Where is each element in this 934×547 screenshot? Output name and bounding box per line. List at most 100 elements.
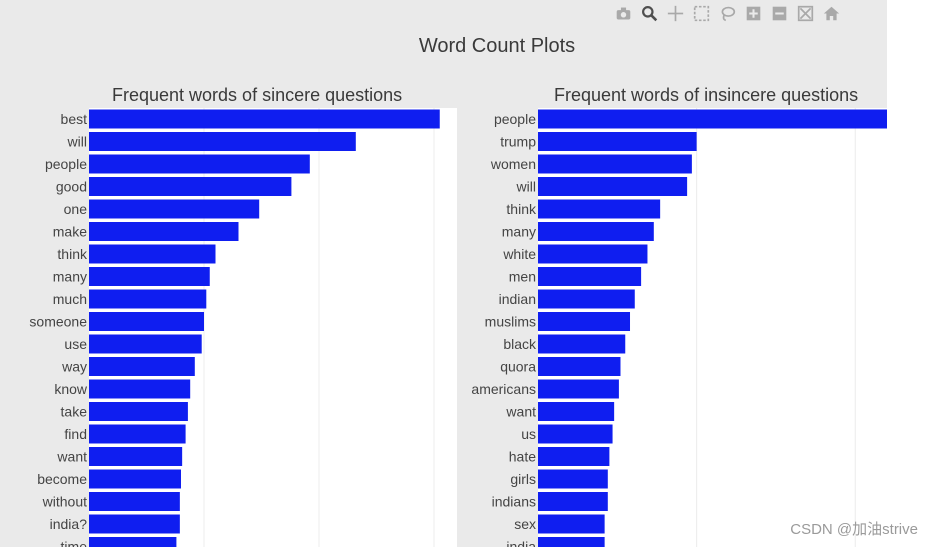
category-label: best [61,111,88,127]
plot-area: best will people good one make think many much so… [0,0,887,547]
bar-black[interactable] [538,334,626,354]
toolbar-pan-button[interactable] [664,2,686,24]
category-label: take [61,404,88,420]
bar-find[interactable] [89,424,186,444]
pan-icon [667,5,683,21]
bar-india[interactable] [538,537,605,547]
category-label: good [56,179,87,195]
bar-muslims[interactable] [538,312,631,331]
category-label: indians [492,494,536,510]
home-icon [823,6,839,20]
bar-want[interactable] [89,447,183,466]
category-label: someone [29,314,87,330]
category-label: hate [509,449,536,465]
category-label: many [502,224,536,240]
bar-people[interactable] [89,154,310,174]
bar-will[interactable] [538,177,688,196]
bar-girls[interactable] [538,469,608,489]
bar-will[interactable] [89,132,356,151]
bar-quora[interactable] [538,357,621,376]
figure-title: Word Count Plots [418,35,576,57]
bar-time[interactable] [89,537,177,547]
category-label: think [506,201,537,217]
category-label: know [54,381,88,397]
chart-canvas: best will people good one make think many much so… [29,108,887,547]
category-label: without [42,494,87,510]
category-label: one [64,201,88,217]
box-select-icon [693,5,709,21]
bar-someone[interactable] [89,312,204,331]
bar-good[interactable] [89,177,292,196]
bar-best[interactable] [89,109,440,129]
category-label: use [64,336,87,352]
category-label: will [516,179,536,195]
bar-indian[interactable] [538,289,635,309]
category-label: want [56,449,87,465]
toolbar-zoom-button[interactable] [638,2,660,24]
category-label: think [57,246,88,262]
category-label: want [505,404,536,420]
category-label: indian [499,291,536,307]
bar-sex[interactable] [538,514,605,534]
bar-way[interactable] [89,357,195,376]
bar-take[interactable] [89,402,188,421]
bar-americans[interactable] [538,379,619,399]
bar-become[interactable] [89,469,181,489]
category-label: sex [514,516,536,532]
bar-know[interactable] [89,379,191,399]
bar-make[interactable] [89,222,239,241]
category-label: quora [500,359,536,375]
toolbar-camera-button[interactable] [612,2,634,24]
bar-people[interactable] [538,109,887,129]
bar-use[interactable] [89,334,202,354]
category-label: india? [50,516,88,532]
bar-india[interactable] [89,514,180,534]
bar-many[interactable] [89,267,210,286]
toolbar-reset-button[interactable] [820,2,842,24]
category-label: women [490,156,536,172]
toolbar-lasso-button[interactable] [716,2,738,24]
toolbar-box-select-button[interactable] [690,2,712,24]
bar-think[interactable] [538,199,661,219]
subplot-title-sincere: Frequent words of sincere questions [112,85,403,105]
category-label: white [502,246,536,262]
bar-trump[interactable] [538,132,697,151]
category-label: make [53,224,87,240]
category-label: americans [471,381,536,397]
bar-much[interactable] [89,289,207,309]
category-label: us [521,426,536,442]
bar-without[interactable] [89,492,180,511]
modebar [612,2,842,24]
bar-hate[interactable] [538,447,610,466]
toolbar-zoom-in-button[interactable] [742,2,764,24]
category-label: will [67,134,87,150]
category-label: become [37,471,87,487]
subplot-1: people trump women will think many white men ind… [471,108,887,547]
category-label: men [509,269,536,285]
toolbar-autoscale-button[interactable] [794,2,816,24]
bar-us[interactable] [538,424,613,444]
category-label: trump [500,134,536,150]
toolbar-zoom-out-button[interactable] [768,2,790,24]
bar-white[interactable] [538,244,648,264]
category-label: way [61,359,87,375]
autoscale-icon [797,5,813,21]
category-label: find [64,426,87,442]
watermark: CSDN @加油strive [790,521,918,538]
bar-indians[interactable] [538,492,608,511]
bar-think[interactable] [89,244,216,264]
category-label: much [53,291,87,307]
bar-one[interactable] [89,199,260,219]
category-label: many [53,269,87,285]
camera-icon [616,7,630,19]
category-label: people [494,111,536,127]
category-label: india [506,539,536,547]
bar-want[interactable] [538,402,615,421]
bar-many[interactable] [538,222,654,241]
zoom-out-icon [772,6,786,20]
bar-men[interactable] [538,267,642,286]
subplot-0: best will people good one make think many much so… [29,108,457,547]
category-label: time [61,539,88,547]
bar-women[interactable] [538,154,692,174]
category-label: black [503,336,537,352]
